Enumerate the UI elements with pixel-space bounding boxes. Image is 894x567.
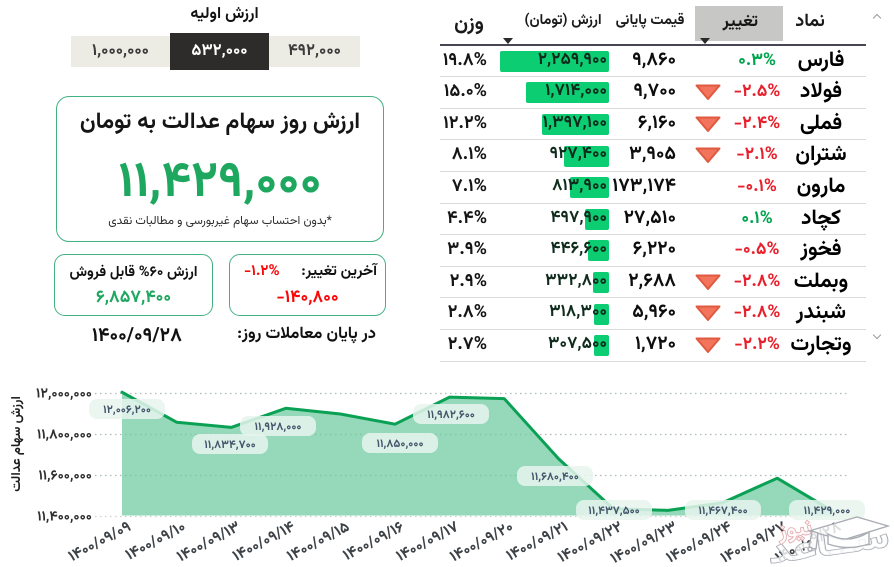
svg-text:۱۱,۸۵۰,۰۰۰: ۱۱,۸۵۰,۰۰۰: [376, 436, 423, 454]
svg-text:۱۱,۴۳۷,۵۰۰: ۱۱,۴۳۷,۵۰۰: [588, 503, 640, 521]
svg-text:۱۱,۴۶۷,۴۰۰: ۱۱,۴۶۷,۴۰۰: [698, 503, 747, 521]
svg-text:۱۱,۸۰۰,۰۰۰: ۱۱,۸۰۰,۰۰۰: [37, 425, 92, 447]
svg-text:۱۴۰۰/۰۹/۲۰: ۱۴۰۰/۰۹/۲۰: [446, 516, 518, 567]
svg-text:۱۱,۶۰۰,۰۰۰: ۱۱,۶۰۰,۰۰۰: [38, 466, 92, 488]
svg-text:ارزش سهام عدالت: ارزش سهام عدالت: [7, 396, 27, 492]
svg-text:۱۱,۴۰۰,۰۰۰: ۱۱,۴۰۰,۰۰۰: [37, 507, 92, 529]
svg-text:۱۱,۴۲۹,۰۰۰: ۱۱,۴۲۹,۰۰۰: [804, 503, 851, 521]
svg-text:۱۱,۸۳۴,۷۰۰: ۱۱,۸۳۴,۷۰۰: [204, 437, 256, 455]
svg-text:۱۲,۰۰۰,۰۰۰: ۱۲,۰۰۰,۰۰۰: [36, 384, 92, 406]
svg-text:۱۱,۹۸۲,۶۰۰: ۱۱,۹۸۲,۶۰۰: [427, 407, 475, 425]
svg-text:۱۱,۶۸۰,۴۰۰: ۱۱,۶۸۰,۴۰۰: [531, 469, 579, 487]
svg-text:۱۴۰۰/۰۹/۱۵: ۱۴۰۰/۰۹/۱۵: [283, 516, 354, 567]
svg-text:۱۱,۹۲۸,۰۰۰: ۱۱,۹۲۸,۰۰۰: [255, 419, 302, 437]
svg-text:۱۲,۰۰۶,۲۰۰: ۱۲,۰۰۶,۲۰۰: [103, 402, 151, 420]
